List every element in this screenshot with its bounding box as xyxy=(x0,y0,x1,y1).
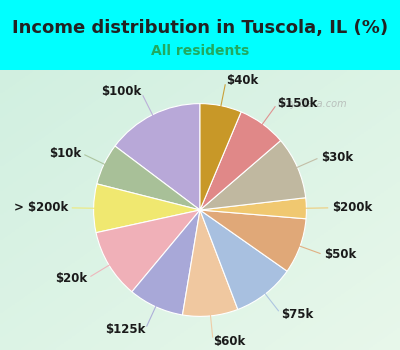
Text: $50k: $50k xyxy=(324,248,356,261)
Wedge shape xyxy=(96,210,200,292)
Text: City-Data.com: City-Data.com xyxy=(277,99,347,108)
Text: $75k: $75k xyxy=(281,308,313,321)
Text: $150k: $150k xyxy=(278,97,318,110)
Text: $125k: $125k xyxy=(105,323,145,336)
Text: $200k: $200k xyxy=(332,201,372,214)
Wedge shape xyxy=(200,104,241,210)
Wedge shape xyxy=(200,210,287,309)
Text: $60k: $60k xyxy=(213,335,245,348)
Wedge shape xyxy=(94,184,200,233)
Wedge shape xyxy=(200,198,306,219)
Wedge shape xyxy=(115,104,200,210)
Text: $10k: $10k xyxy=(49,147,81,160)
Wedge shape xyxy=(200,141,306,210)
Wedge shape xyxy=(182,210,238,316)
Text: Income distribution in Tuscola, IL (%): Income distribution in Tuscola, IL (%) xyxy=(12,19,388,37)
Wedge shape xyxy=(132,210,200,315)
Text: $30k: $30k xyxy=(321,150,353,163)
Text: $40k: $40k xyxy=(226,74,258,87)
Wedge shape xyxy=(200,210,306,271)
Text: $20k: $20k xyxy=(55,272,87,285)
Wedge shape xyxy=(200,112,281,210)
Wedge shape xyxy=(97,146,200,210)
Text: All residents: All residents xyxy=(151,44,249,58)
Text: $100k: $100k xyxy=(101,85,141,98)
Text: > $200k: > $200k xyxy=(14,201,68,214)
